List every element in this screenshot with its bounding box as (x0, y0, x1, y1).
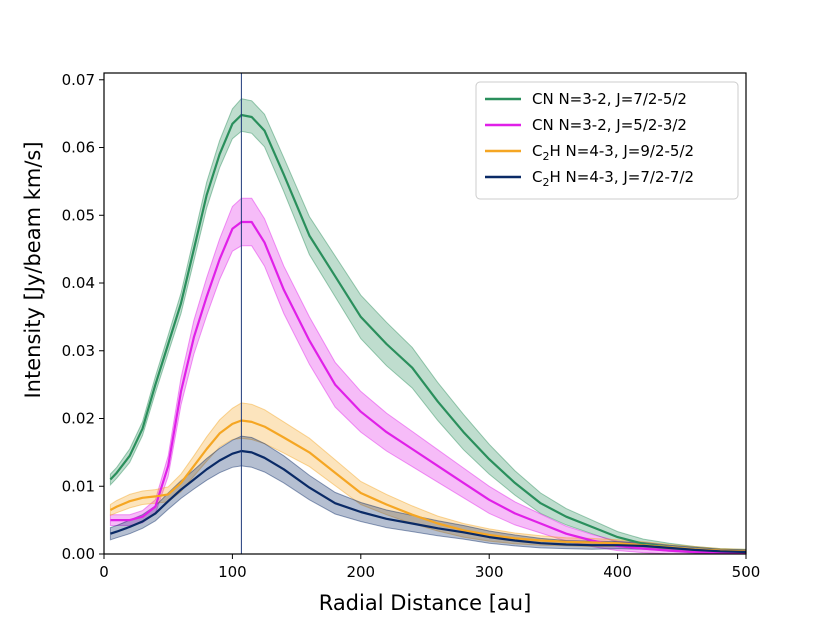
y-tick-label: 0.01 (62, 477, 95, 495)
x-axis-ticks: 0 100 200 300 400 500 (99, 554, 760, 581)
y-tick-label: 0.02 (62, 410, 95, 428)
x-tick-label: 100 (218, 563, 247, 581)
y-tick-label: 0.00 (62, 545, 95, 563)
y-tick-label: 0.06 (62, 139, 95, 157)
series-lines (109, 113, 747, 554)
y-tick-label: 0.07 (62, 71, 95, 89)
x-tick-label: 0 (99, 563, 109, 581)
x-tick-label: 500 (732, 563, 761, 581)
y-axis-label: Intensity [Jy/beam km/s] (21, 141, 45, 398)
x-axis-label: Radial Distance [au] (319, 591, 532, 615)
legend-label-4: C2H N=4-3, J=7/2-7/2 (532, 168, 694, 189)
x-tick-label: 400 (603, 563, 632, 581)
legend: CN N=3-2, J=7/2-5/2 CN N=3-2, J=5/2-3/2 C2… (475, 81, 739, 200)
x-tick-label: 300 (475, 563, 504, 581)
x-tick-label: 200 (346, 563, 375, 581)
legend-label-3: C2H N=4-3, J=9/2-5/2 (532, 142, 694, 163)
plot-frame (103, 72, 747, 555)
legend-label-1: CN N=3-2, J=7/2-5/2 (532, 90, 687, 108)
line-series-4 (110, 449, 747, 554)
legend-box (475, 81, 739, 200)
line-series-1 (109, 113, 747, 554)
line-series-3 (109, 419, 747, 553)
y-tick-label: 0.03 (62, 342, 95, 360)
y-tick-label: 0.04 (62, 274, 95, 292)
y-tick-label: 0.05 (62, 206, 95, 224)
y-axis-ticks: 0.00 0.01 0.02 0.03 0.04 0.05 0.06 0.07 (62, 71, 104, 563)
legend-label-2: CN N=3-2, J=5/2-3/2 (532, 116, 687, 134)
